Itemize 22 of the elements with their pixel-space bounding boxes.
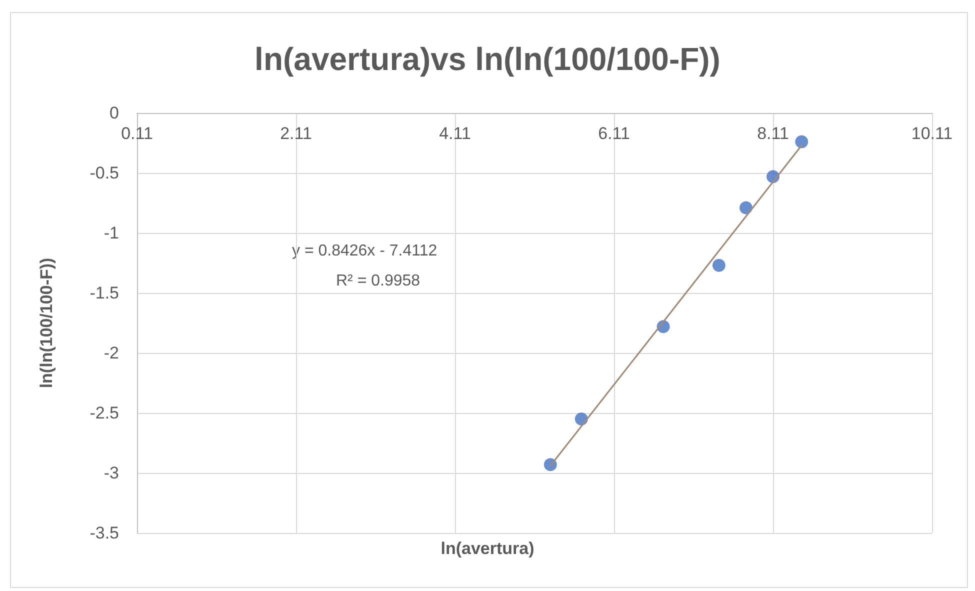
point <box>544 458 557 472</box>
y-tick-label: -1.5 <box>90 284 119 302</box>
x-axis-title: ln(avertura) <box>440 539 534 558</box>
point <box>712 258 726 272</box>
x-tick-label: 6.11 <box>598 124 630 143</box>
point <box>739 201 752 214</box>
y-tick-label: -2 <box>104 344 119 362</box>
y-tick-label: -1 <box>104 224 119 242</box>
y-tick-label: -3 <box>104 464 119 482</box>
point <box>795 135 808 148</box>
y-tick-label: -0.5 <box>90 164 119 182</box>
x-tick-label: 8.11 <box>757 124 789 143</box>
x-tick-label: 2.11 <box>280 124 312 143</box>
x-tick-label: 4.11 <box>439 124 471 143</box>
y-tick-label: -3.5 <box>90 524 119 542</box>
y-tick-label: 0 <box>110 104 119 122</box>
chart-title: ln(avertura)vs ln(ln(100/100-F)) <box>254 41 720 77</box>
y-axis-title: ln(ln(100/100-F)) <box>37 258 56 388</box>
annotation: R² = 0.9958 <box>336 272 420 290</box>
x-tick-label: 0.11 <box>121 124 153 143</box>
x-tick-label: 10.11 <box>911 124 953 143</box>
y-tick-label: -2.5 <box>90 404 119 422</box>
